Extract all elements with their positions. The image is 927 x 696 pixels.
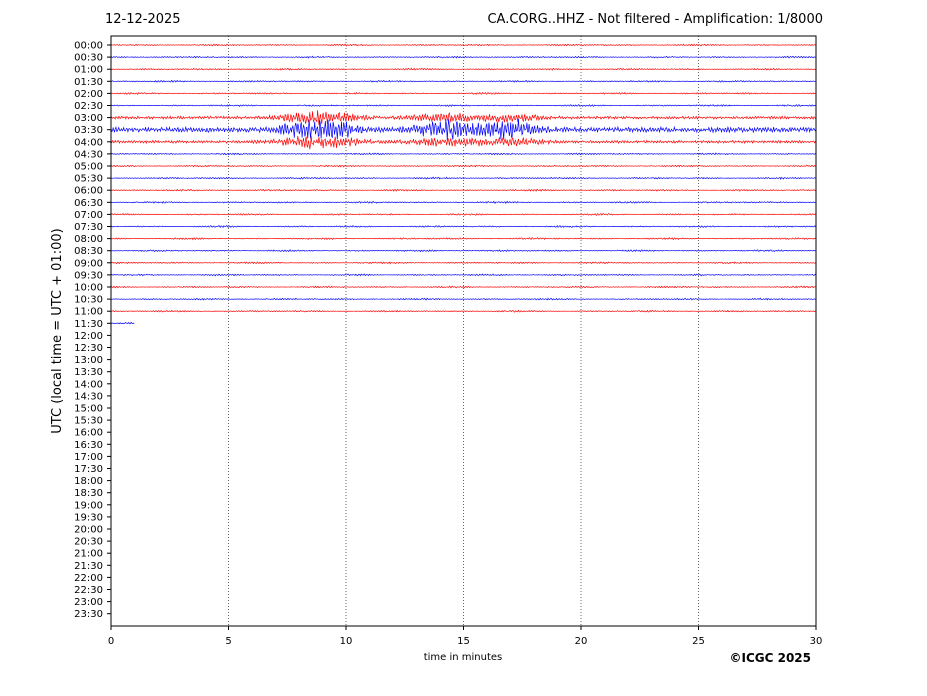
- y-tick-label: 09:30: [74, 270, 103, 281]
- trace-row-0030: [110, 55, 817, 59]
- y-tick-label: 22:30: [74, 585, 103, 596]
- trace-row-0300: [110, 110, 817, 126]
- grid-layer: [228, 36, 699, 626]
- y-tick-label: 07:00: [74, 210, 103, 221]
- y-tick-label: 14:30: [74, 391, 103, 402]
- y-tick-label: 21:00: [74, 549, 103, 560]
- x-tick-label: 10: [340, 636, 353, 647]
- x-tick-label: 0: [108, 636, 114, 647]
- y-tick-label: 13:30: [74, 367, 103, 378]
- trace-row-0830: [110, 248, 817, 253]
- y-tick-label: 11:00: [74, 307, 103, 318]
- y-tick-label: 17:30: [74, 464, 103, 475]
- y-tick-label: 05:00: [74, 162, 103, 173]
- y-tick-label: 07:30: [74, 222, 103, 233]
- y-tick-label: 03:00: [74, 113, 103, 124]
- y-tick-label: 12:30: [74, 343, 103, 354]
- copyright: ©ICGC 2025: [729, 651, 811, 665]
- trace-row-0100: [110, 67, 817, 71]
- y-tick-label: 00:30: [74, 53, 103, 64]
- y-tick-label: 15:00: [74, 404, 103, 415]
- trace-row-0500: [110, 164, 817, 168]
- y-tick-label: 09:00: [74, 258, 103, 269]
- trace-row-0430: [110, 152, 817, 156]
- trace-row-0400: [111, 135, 817, 150]
- y-tick-label: 14:00: [74, 379, 103, 390]
- y-tick-label: 06:00: [74, 186, 103, 197]
- trace-row-0630: [110, 200, 817, 204]
- y-tick-label: 23:00: [74, 597, 103, 608]
- trace-row-0200: [110, 91, 817, 95]
- y-tick-label: 13:00: [74, 355, 103, 366]
- y-tick-label: 08:00: [74, 234, 103, 245]
- y-tick-label: 21:30: [74, 561, 103, 572]
- y-tick-label: 01:30: [74, 77, 103, 88]
- trace-row-0330: [110, 118, 817, 141]
- y-tick-layer: 00:0000:3001:0001:3002:0002:3003:0003:30…: [74, 41, 111, 620]
- y-tick-label: 23:30: [74, 609, 103, 620]
- trace-row-0230: [110, 104, 817, 107]
- trace-row-0530: [110, 176, 817, 180]
- trace-row-0900: [110, 261, 817, 265]
- y-tick-label: 10:30: [74, 295, 103, 306]
- y-tick-label: 22:00: [74, 573, 103, 584]
- y-tick-label: 03:30: [74, 125, 103, 136]
- trace-row-0600: [110, 188, 817, 192]
- x-tick-label: 25: [692, 636, 705, 647]
- trace-row-1100: [110, 309, 817, 313]
- y-tick-label: 18:00: [74, 476, 103, 487]
- trace-row-0130: [110, 79, 817, 83]
- x-tick-layer: 0 5 10 15 20 25 30: [108, 626, 823, 647]
- y-tick-label: 16:30: [74, 440, 103, 451]
- y-tick-label: 02:00: [74, 89, 103, 100]
- y-tick-label: 04:00: [74, 137, 103, 148]
- x-tick-label: 5: [225, 636, 231, 647]
- y-tick-label: 11:30: [74, 319, 103, 330]
- y-tick-label: 20:30: [74, 537, 103, 548]
- trace-row-1130: [110, 322, 135, 325]
- x-axis-label: time in minutes: [424, 652, 503, 663]
- y-tick-label: 19:30: [74, 512, 103, 523]
- y-tick-label: 19:00: [74, 500, 103, 511]
- x-tick-label: 20: [575, 636, 588, 647]
- y-tick-label: 18:30: [74, 488, 103, 499]
- date-title: 12-12-2025: [105, 12, 181, 27]
- y-tick-label: 01:00: [74, 65, 103, 76]
- chart-title: CA.CORG..HHZ - Not filtered - Amplificat…: [487, 12, 823, 27]
- trace-row-1000: [110, 285, 817, 289]
- y-tick-label: 08:30: [74, 246, 103, 257]
- y-tick-label: 02:30: [74, 101, 103, 112]
- y-axis-label: UTC (local time = UTC + 01:00): [50, 228, 65, 433]
- trace-row-0000: [110, 43, 817, 47]
- y-tick-label: 12:00: [74, 331, 103, 342]
- y-tick-label: 06:30: [74, 198, 103, 209]
- y-tick-label: 17:00: [74, 452, 103, 463]
- trace-row-0800: [110, 237, 817, 241]
- y-tick-label: 10:00: [74, 283, 103, 294]
- x-tick-label: 30: [810, 636, 823, 647]
- y-tick-label: 04:30: [74, 149, 103, 160]
- y-tick-label: 20:00: [74, 525, 103, 536]
- x-tick-label: 15: [457, 636, 470, 647]
- trace-row-0700: [110, 212, 817, 216]
- y-tick-label: 05:30: [74, 174, 103, 185]
- trace-layer: [110, 43, 817, 325]
- trace-row-0730: [110, 224, 817, 229]
- y-tick-label: 15:30: [74, 416, 103, 427]
- trace-row-1030: [110, 297, 817, 301]
- y-tick-label: 16:00: [74, 428, 103, 439]
- y-tick-label: 00:00: [74, 41, 103, 52]
- trace-row-0930: [110, 273, 817, 277]
